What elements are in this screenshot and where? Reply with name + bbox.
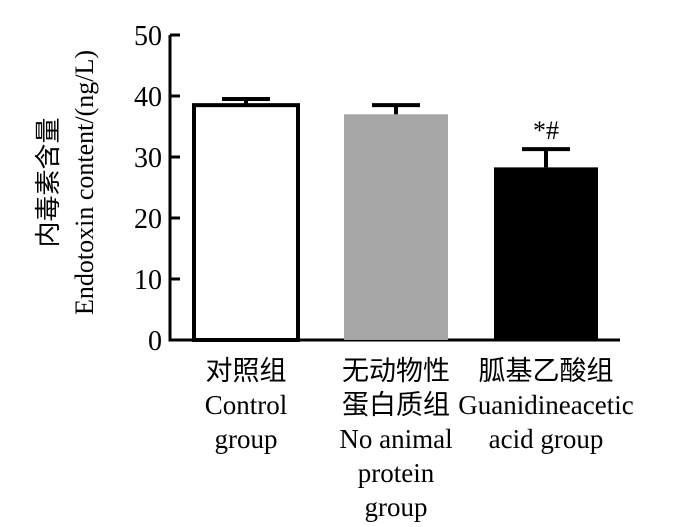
annotations: *#: [533, 116, 559, 145]
y-axis-ticks: 0 10 20 30 40 50: [134, 21, 180, 357]
x-category-label-line: No animal: [339, 424, 452, 454]
y-axis-label: 内毒素含量 Endotoxin content/(ng/L): [34, 50, 99, 315]
x-category-label-line: acid group: [489, 424, 604, 454]
x-category-label-line: Guanidineacetic: [458, 390, 633, 420]
y-tick-label: 30: [134, 143, 162, 174]
y-tick-label: 50: [134, 21, 162, 52]
x-category-label-line: 胍基乙酸组: [479, 356, 614, 386]
y-tick-label: 0: [148, 326, 162, 357]
y-tick-label: 10: [134, 265, 162, 296]
y-axis-label-line: Endotoxin content/(ng/L): [70, 50, 99, 315]
x-category-label-line: group: [215, 424, 278, 454]
x-category-label-line: 对照组: [206, 356, 287, 386]
bars: [192, 103, 598, 343]
x-category-label-line: group: [365, 492, 428, 522]
bar: [192, 103, 300, 343]
x-category-label-line: 无动物性: [342, 356, 450, 386]
y-axis-label-line: 内毒素含量: [34, 117, 63, 247]
significance-annotation: *#: [533, 116, 559, 145]
x-category-label-line: Control: [205, 390, 288, 420]
bar: [344, 114, 448, 340]
x-category-label-line: protein: [358, 458, 435, 488]
y-tick-label: 20: [134, 204, 162, 235]
bar: [494, 167, 598, 340]
error-bars: [222, 97, 570, 168]
y-tick-label: 40: [134, 82, 162, 113]
x-category-label-line: 蛋白质组: [342, 390, 450, 420]
